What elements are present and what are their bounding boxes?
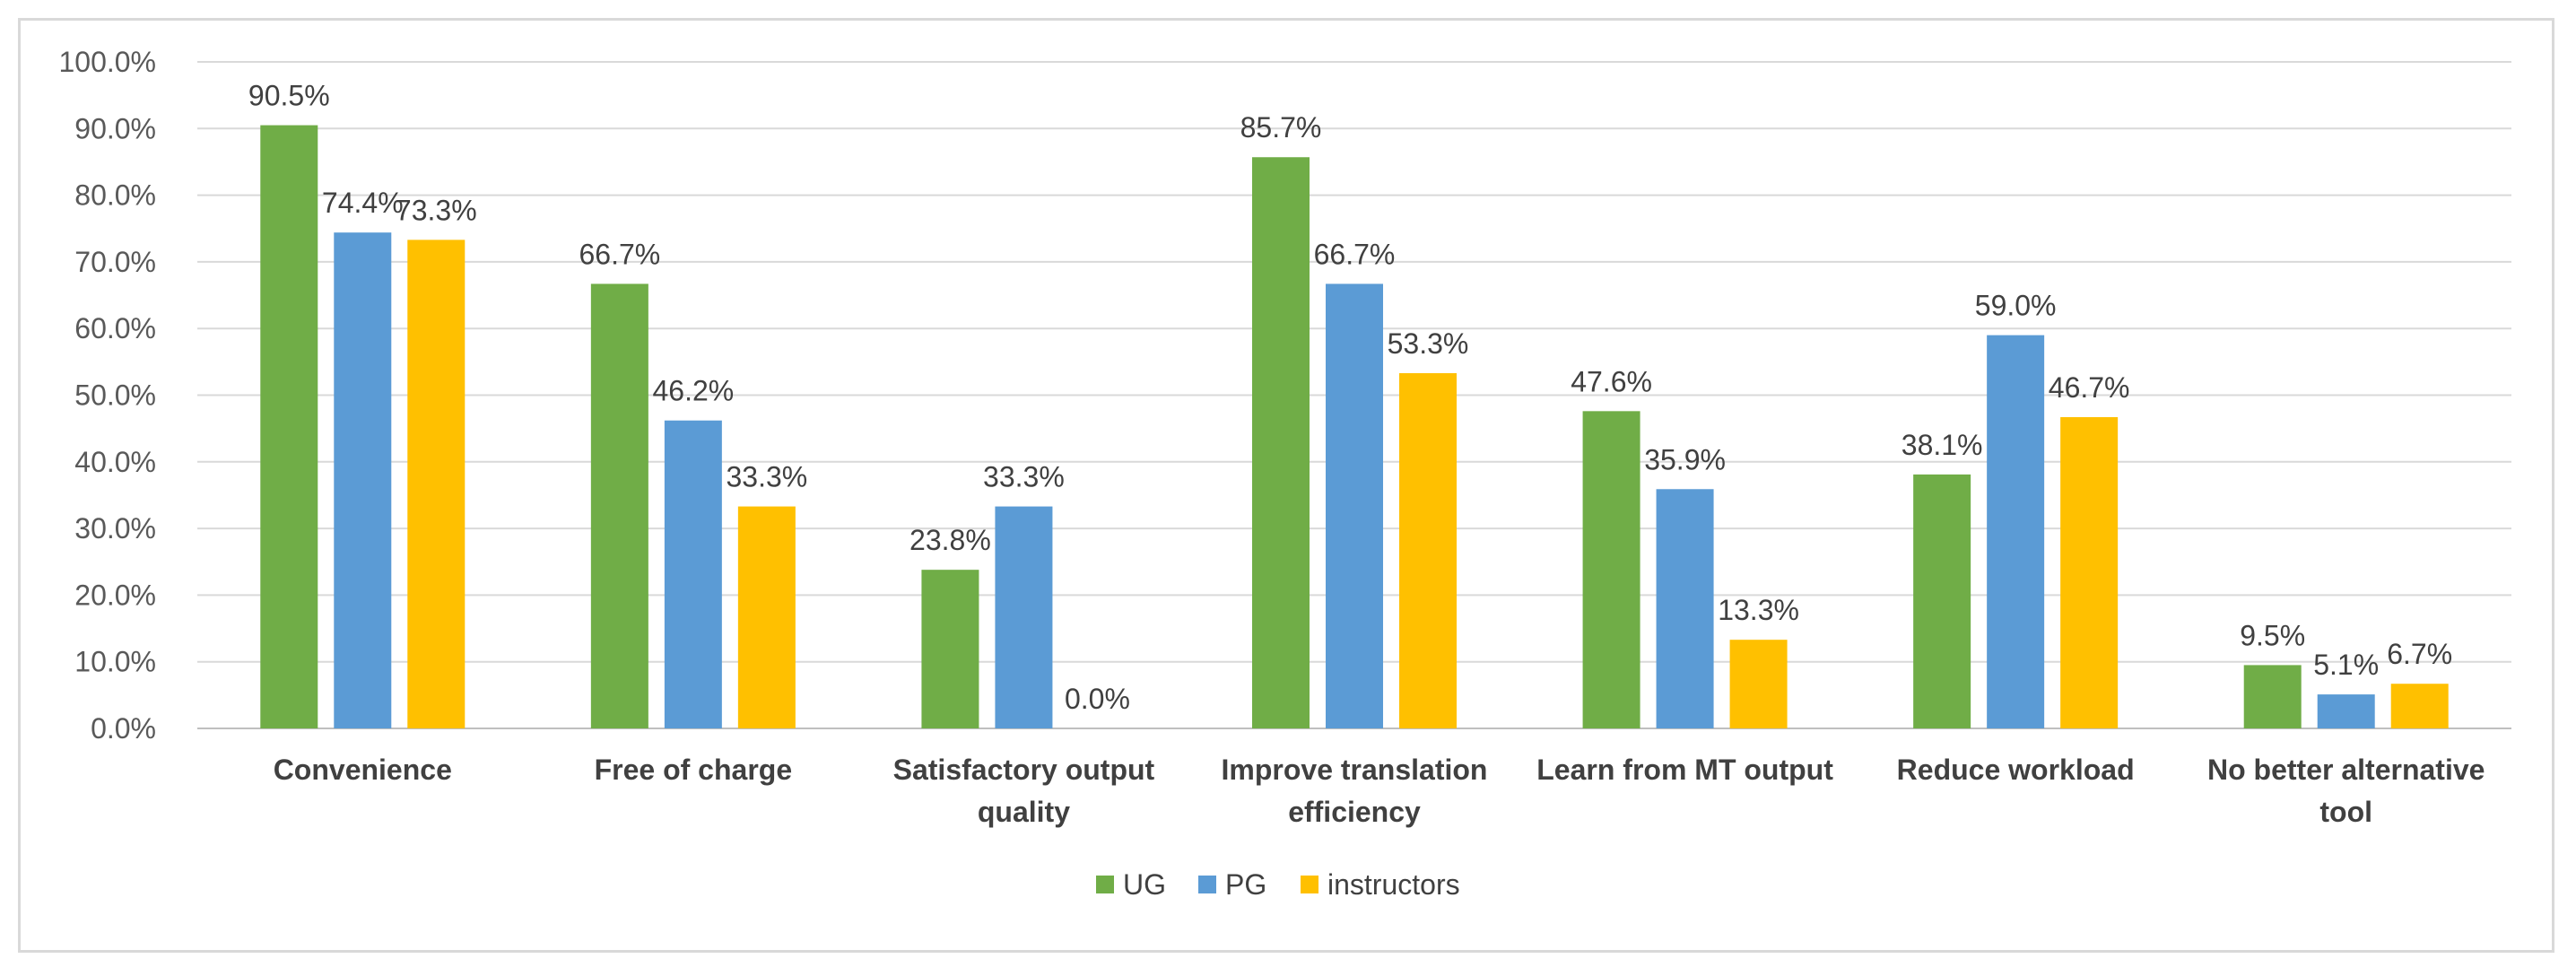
data-label: 23.8% (909, 524, 991, 556)
y-tick-label: 100.0% (58, 46, 156, 78)
legend-label: instructors (1327, 868, 1460, 901)
legend-swatch-pg (1198, 876, 1216, 893)
category-label: Learn from MT output (1536, 754, 1833, 786)
data-label: 33.3% (726, 461, 807, 493)
category-label: Satisfactory output (893, 754, 1155, 786)
bar-pg (1656, 489, 1714, 728)
legend-label: PG (1225, 868, 1266, 901)
y-tick-label: 0.0% (91, 712, 156, 745)
bar-pg (1326, 283, 1383, 728)
category-label: Improve translation (1222, 754, 1488, 786)
data-label: 66.7% (1314, 238, 1396, 270)
data-label: 13.3% (1718, 594, 1799, 626)
bar-instructors (1729, 640, 1788, 728)
bar-ug (260, 125, 318, 728)
category-label: quality (978, 796, 1070, 828)
data-label: 33.3% (983, 461, 1065, 493)
bar-pg (664, 420, 722, 728)
data-label: 85.7% (1240, 111, 1322, 144)
bar-ug (1913, 474, 1971, 728)
y-tick-label: 50.0% (74, 379, 156, 412)
bar-pg (995, 506, 1053, 728)
bar-ug (1582, 411, 1640, 728)
data-label: 5.1% (2313, 649, 2379, 681)
bar-pg (2317, 694, 2375, 728)
data-label: 35.9% (1644, 443, 1726, 475)
bar-instructors (1399, 372, 1457, 728)
y-tick-label: 40.0% (74, 446, 156, 478)
y-tick-label: 10.0% (74, 646, 156, 678)
legend-swatch-instructors (1301, 876, 1318, 893)
y-tick-label: 90.0% (74, 112, 156, 144)
category-label: tool (2319, 796, 2372, 828)
category-label: Convenience (274, 754, 452, 786)
category-label: Reduce workload (1897, 754, 2135, 786)
category-label: efficiency (1288, 796, 1421, 828)
bar-instructors (737, 506, 796, 728)
data-label: 9.5% (2240, 619, 2305, 651)
data-label: 6.7% (2387, 638, 2452, 670)
data-label: 66.7% (579, 238, 660, 270)
data-label: 59.0% (1975, 290, 2057, 322)
category-label: No better alternative (2207, 754, 2485, 786)
y-tick-label: 60.0% (74, 312, 156, 344)
data-label: 38.1% (1902, 429, 1983, 461)
bar-ug (1252, 157, 1310, 728)
bar-instructors (407, 240, 466, 729)
y-tick-label: 20.0% (74, 579, 156, 611)
legend-swatch-ug (1096, 876, 1114, 893)
bar-instructors (2060, 417, 2119, 728)
y-tick-label: 30.0% (74, 512, 156, 545)
data-label: 46.2% (652, 375, 734, 407)
y-tick-label: 80.0% (74, 179, 156, 212)
data-label: 90.5% (248, 80, 330, 112)
data-label: 53.3% (1388, 327, 1469, 360)
bar-pg (334, 232, 392, 728)
data-label: 47.6% (1571, 365, 1652, 397)
data-label: 74.4% (322, 187, 404, 219)
y-tick-label: 70.0% (74, 246, 156, 278)
bar-pg (1987, 335, 2045, 728)
legend-label: UG (1123, 868, 1166, 901)
bar-ug (590, 283, 648, 728)
data-label: 0.0% (1065, 683, 1130, 715)
data-label: 46.7% (2049, 371, 2130, 404)
bar-ug (2243, 665, 2302, 728)
category-label: Free of charge (595, 754, 793, 786)
bar-ug (921, 570, 979, 728)
bar-instructors (2390, 684, 2449, 728)
data-label: 73.3% (396, 194, 477, 226)
